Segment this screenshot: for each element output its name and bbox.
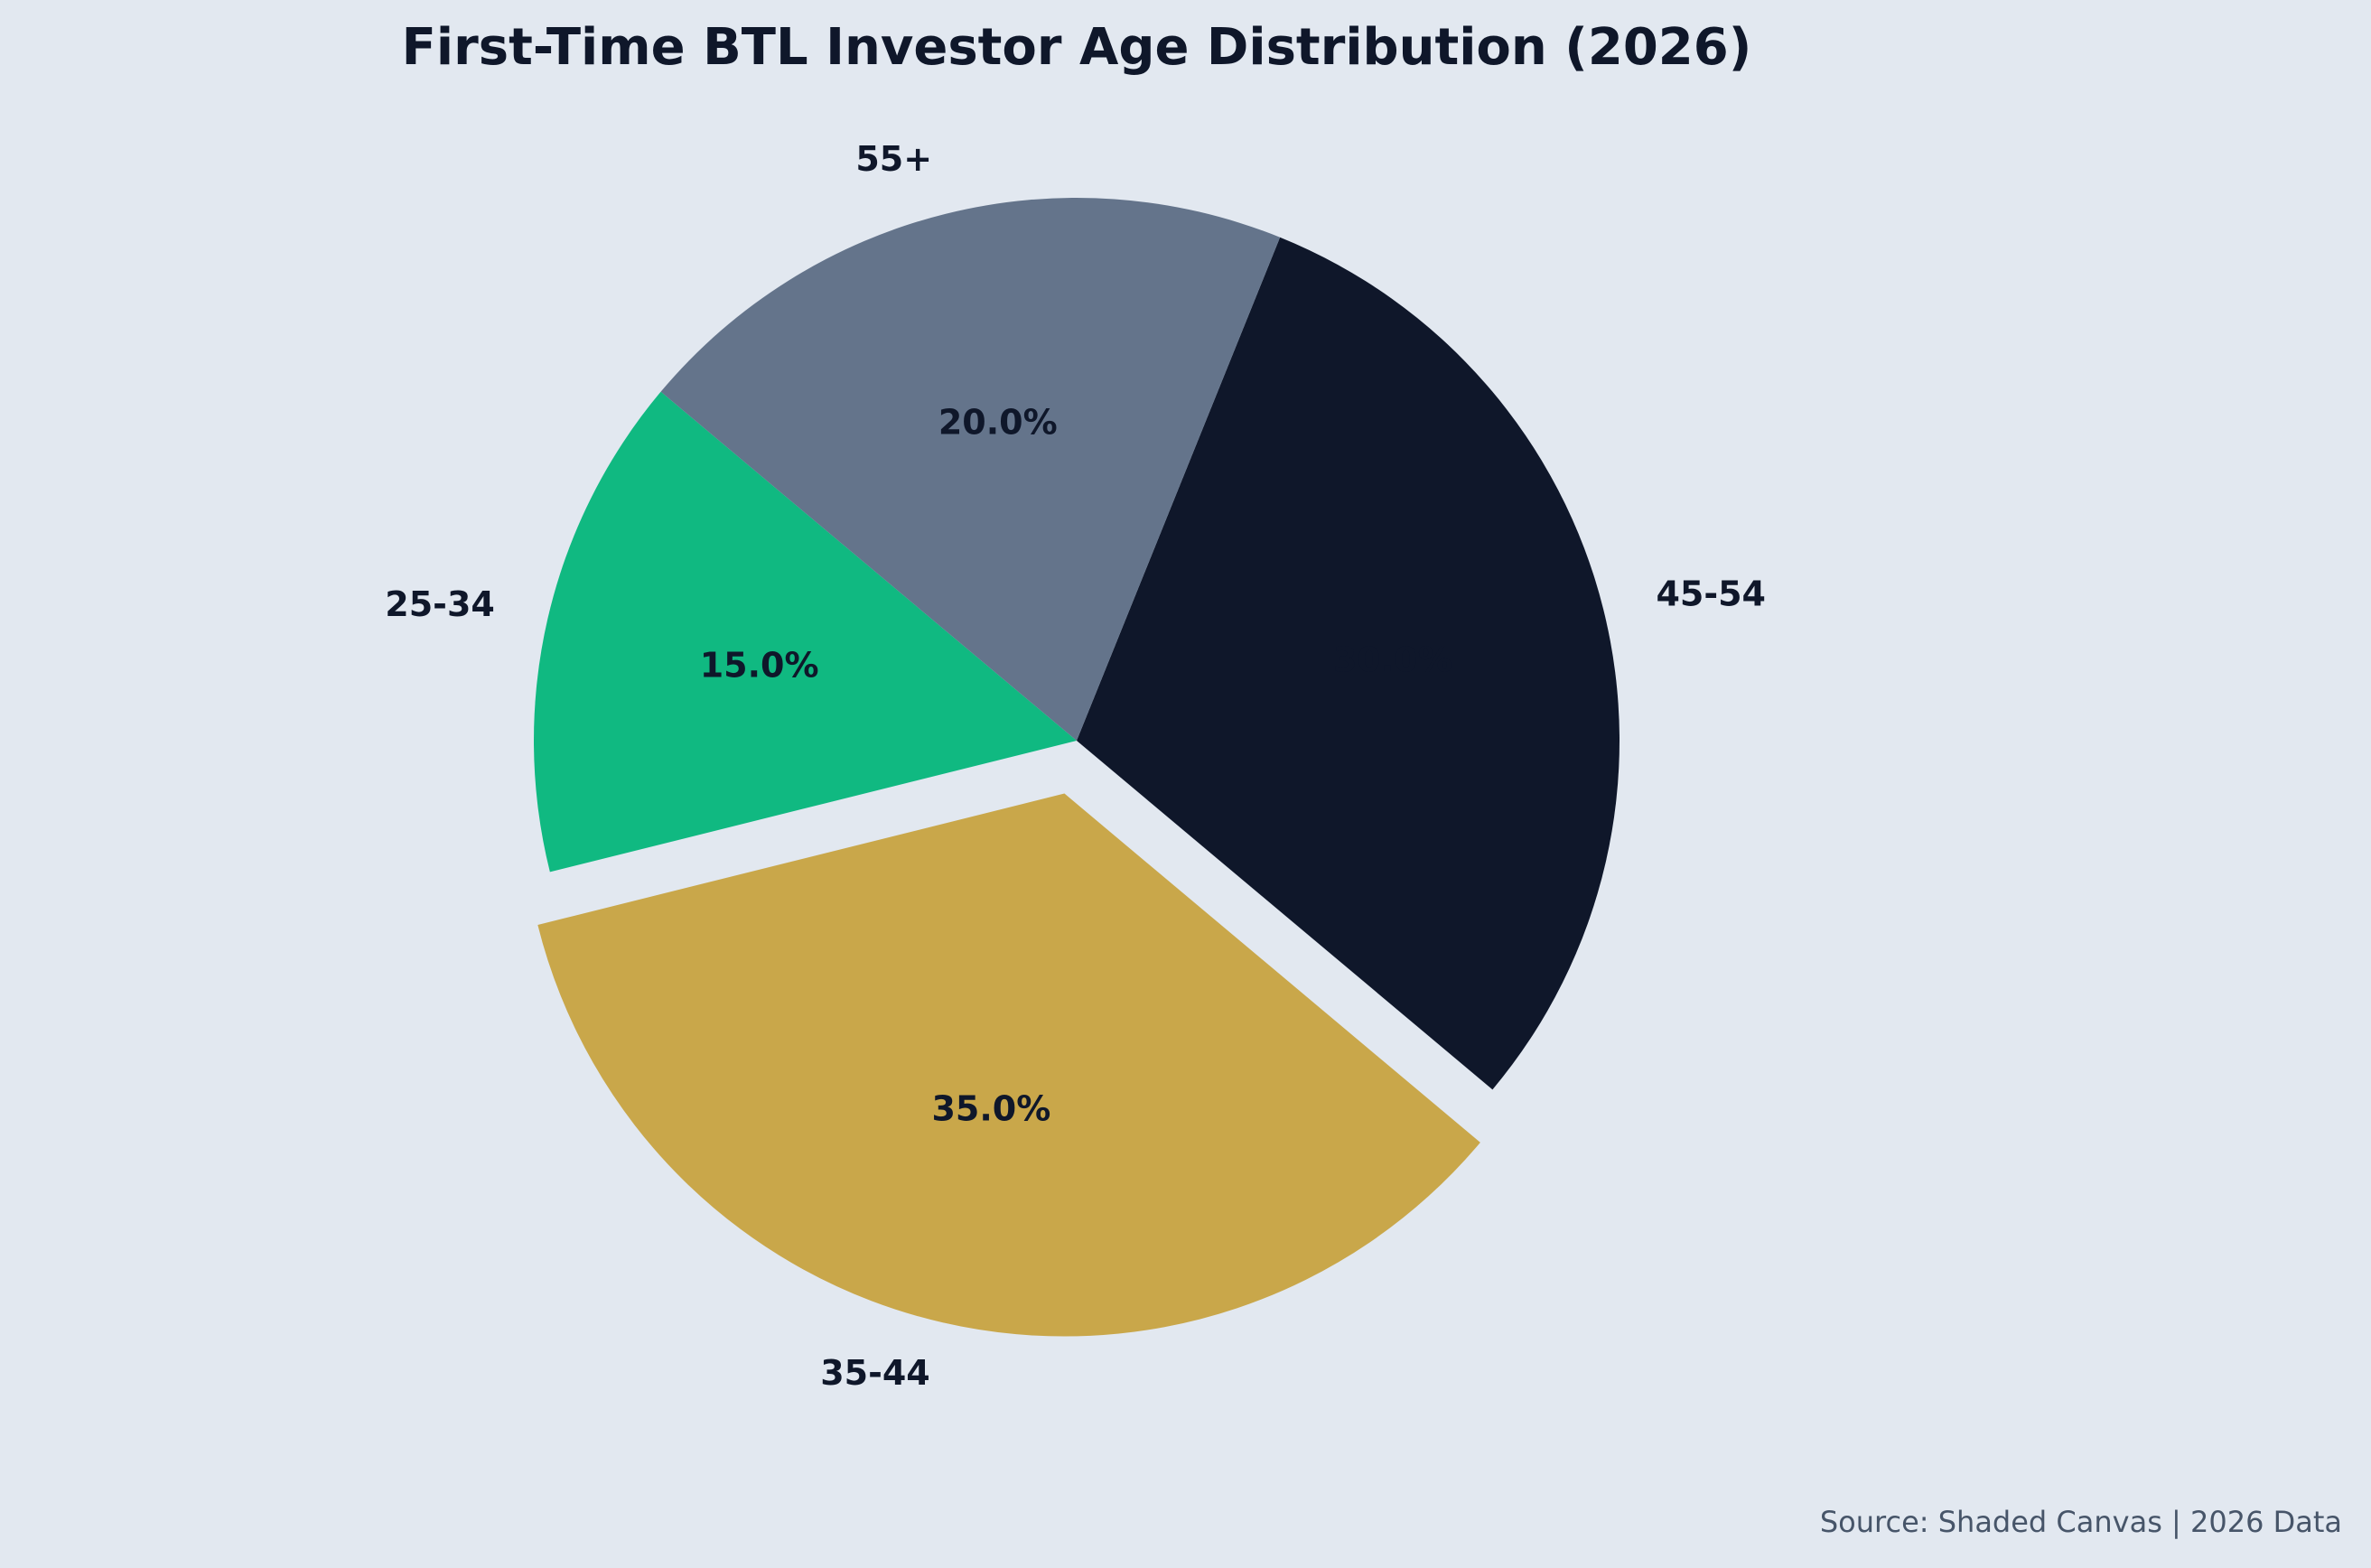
percent-label: 20.0%	[938, 403, 1058, 443]
pie-slice	[534, 391, 1077, 873]
pie-slice	[660, 197, 1281, 741]
pie-slice	[1077, 237, 1620, 1090]
source-note: Source: Shaded Canvas | 2026 Data	[1820, 1505, 2342, 1539]
slice-label: 55+	[855, 139, 932, 179]
slice-label: 25-34	[385, 584, 495, 624]
percent-label: 35.0%	[931, 1088, 1050, 1128]
chart-title: First-Time BTL Investor Age Distribution…	[402, 18, 1752, 77]
slice-label: 35-44	[820, 1353, 930, 1393]
percent-label: 30.0%	[1333, 639, 1452, 679]
pie-slice	[537, 793, 1480, 1337]
percent-label: 15.0%	[700, 645, 819, 685]
slice-label: 45-54	[1656, 574, 1766, 614]
